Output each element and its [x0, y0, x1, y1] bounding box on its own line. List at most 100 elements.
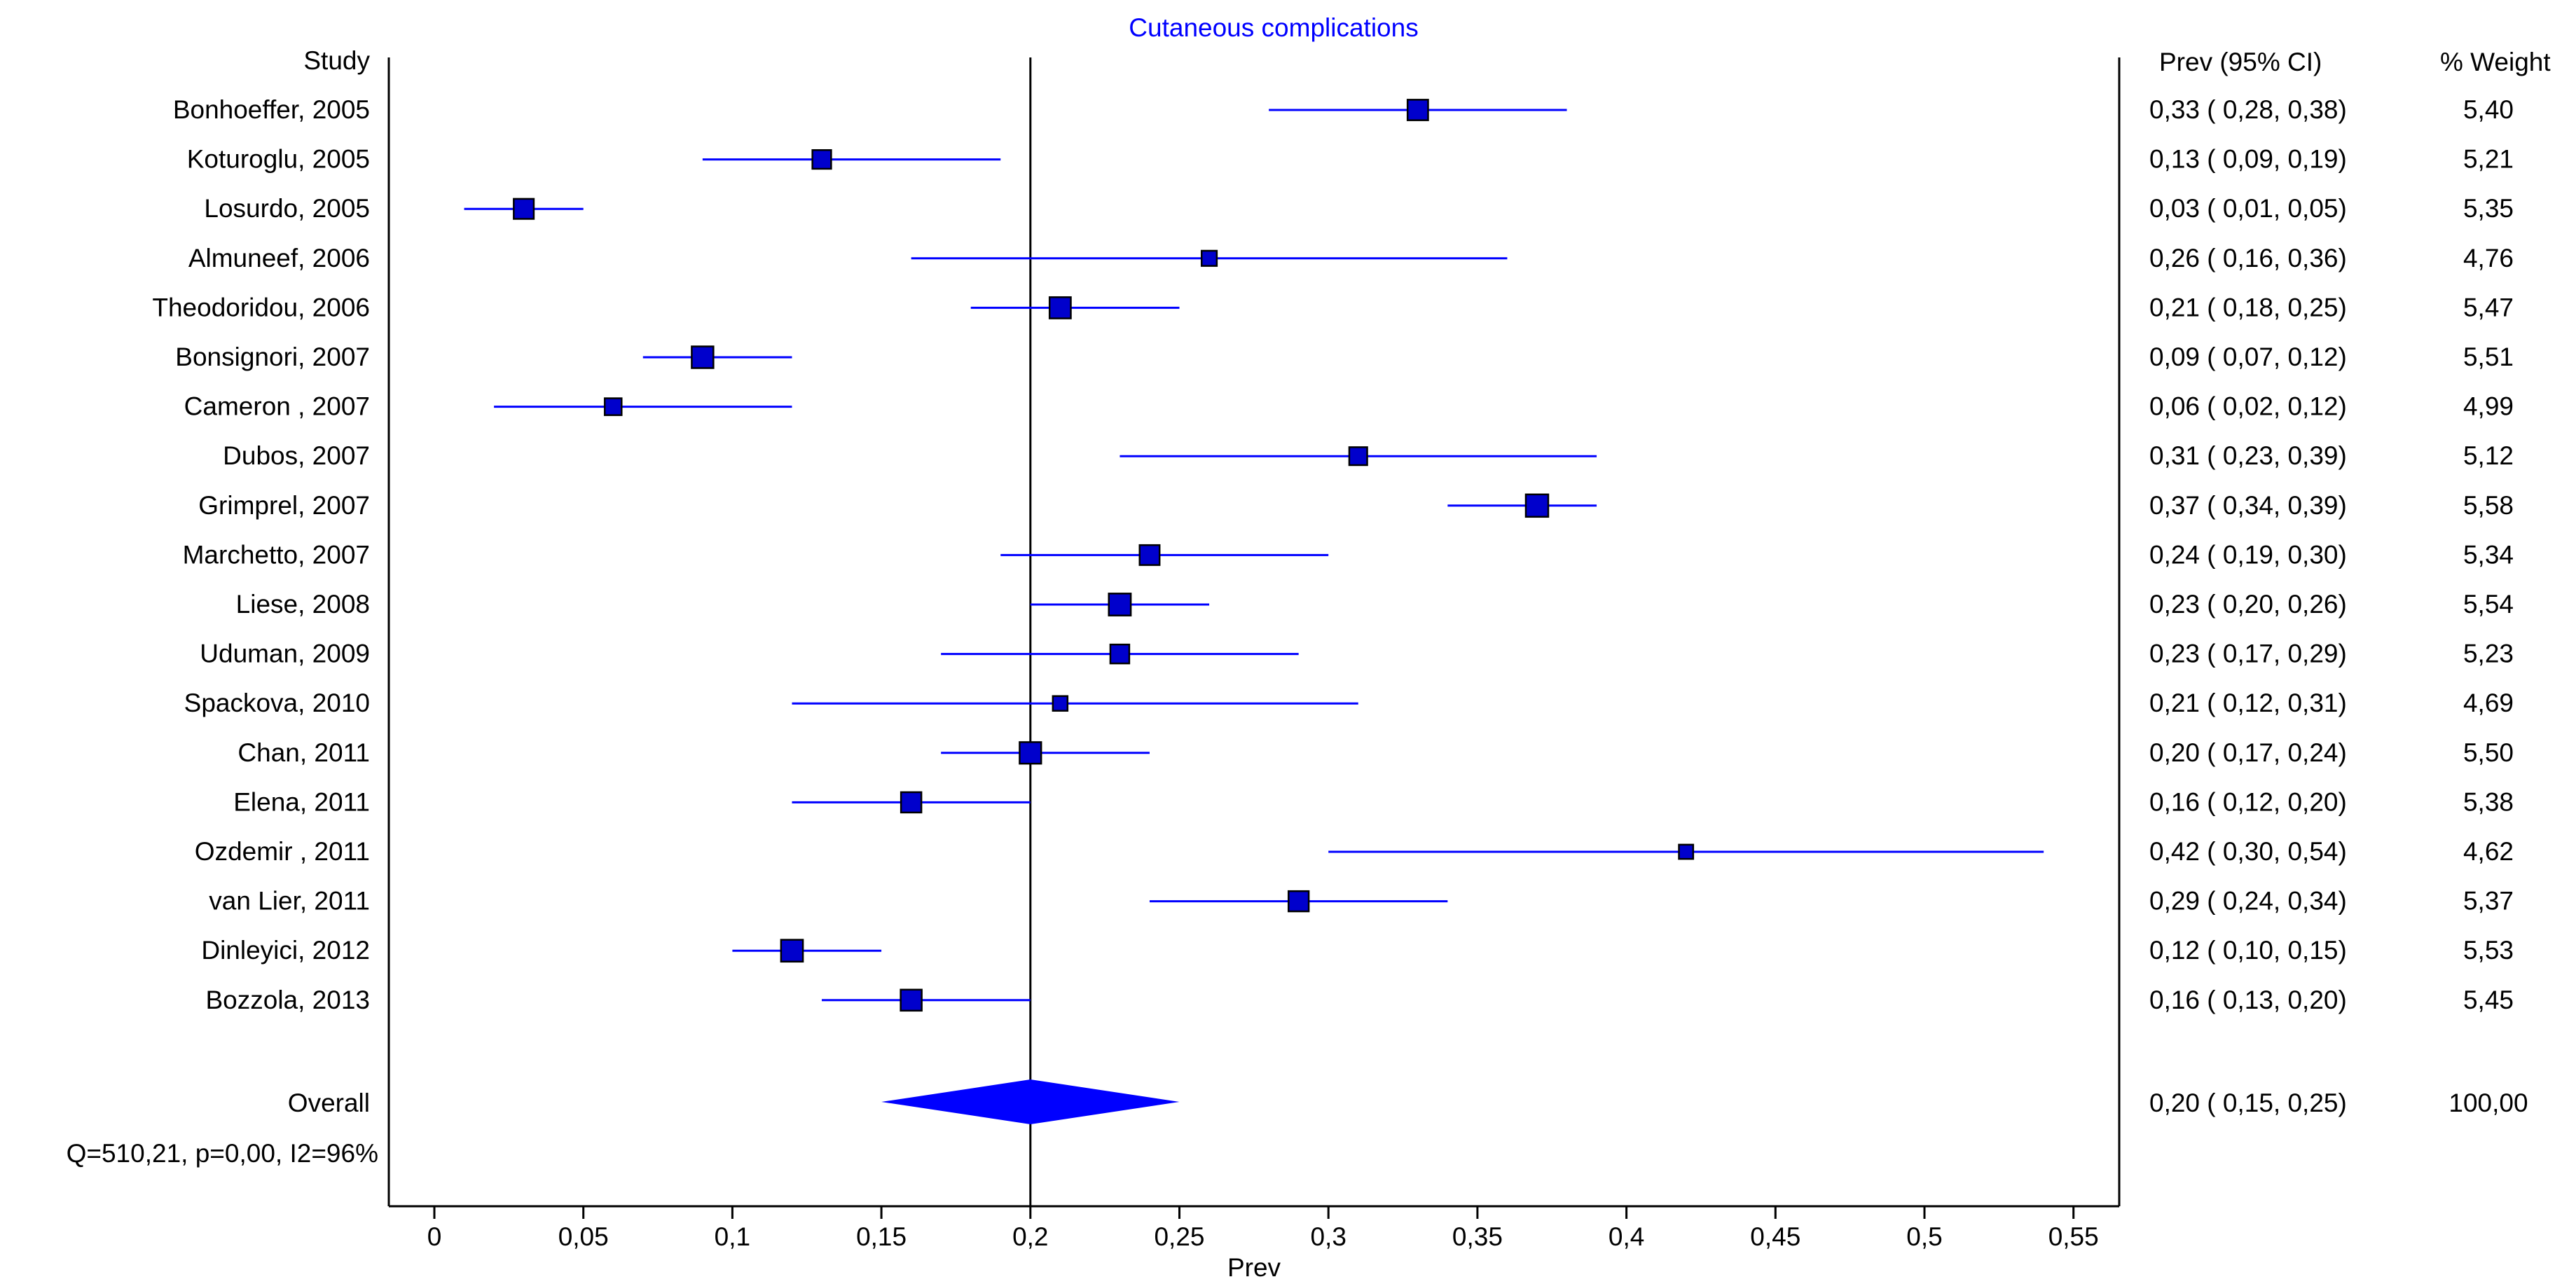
study-weight: 5,40: [2463, 95, 2514, 124]
study-label: van Lier, 2011: [209, 887, 370, 916]
study-weight: 5,50: [2463, 738, 2514, 767]
study-row: Bonsignori, 2007 0,09 ( 0,07, 0,12) 5,51: [175, 343, 2514, 371]
x-tick-label: 0,05: [558, 1222, 609, 1251]
study-weight: 4,69: [2463, 689, 2514, 717]
study-row: Chan, 2011 0,20 ( 0,17, 0,24) 5,50: [237, 738, 2514, 767]
study-label: Bonsignori, 2007: [175, 343, 370, 371]
study-label: Dubos, 2007: [223, 441, 370, 470]
study-label: Theodoridou, 2006: [152, 293, 370, 322]
x-tick-label: 0,5: [1906, 1222, 1942, 1251]
x-tick-label: 0: [427, 1222, 442, 1251]
study-row: Bonhoeffer, 2005 0,33 ( 0,28, 0,38) 5,40: [173, 95, 2514, 124]
study-weight: 5,54: [2463, 590, 2514, 619]
point-estimate-marker: [1287, 890, 1310, 913]
study-row: Cameron , 2007 0,06 ( 0,02, 0,12) 4,99: [184, 392, 2514, 421]
study-row: Dubos, 2007 0,31 ( 0,23, 0,39) 5,12: [223, 441, 2514, 470]
study-weight: 5,47: [2463, 293, 2514, 322]
overall-weight: 100,00: [2448, 1089, 2528, 1117]
study-weight: 5,58: [2463, 491, 2514, 520]
study-label: Bozzola, 2013: [205, 986, 370, 1014]
study-prev-ci: 0,23 ( 0,20, 0,26): [2149, 590, 2347, 619]
study-label: Marchetto, 2007: [183, 540, 370, 569]
point-estimate-marker: [1138, 544, 1161, 566]
study-prev-ci: 0,21 ( 0,18, 0,25): [2149, 293, 2347, 322]
study-label: Elena, 2011: [233, 787, 370, 816]
x-tick-label: 0,15: [856, 1222, 907, 1251]
study-row: Liese, 2008 0,23 ( 0,20, 0,26) 5,54: [236, 590, 2514, 619]
study-rows: Bonhoeffer, 2005 0,33 ( 0,28, 0,38) 5,40 Ko…: [152, 95, 2514, 1014]
overall-diamond: [881, 1079, 1180, 1124]
study-row: Losurdo, 2005 0,03 ( 0,01, 0,05) 5,35: [204, 194, 2514, 223]
study-weight: 5,45: [2463, 986, 2514, 1014]
x-tick-label: 0,1: [715, 1222, 750, 1251]
x-tick-label: 0,55: [2048, 1222, 2099, 1251]
study-label: Chan, 2011: [237, 738, 370, 767]
study-weight: 5,21: [2463, 145, 2514, 174]
point-estimate-marker: [1019, 741, 1042, 765]
study-prev-ci: 0,24 ( 0,19, 0,30): [2149, 540, 2347, 569]
x-tick-label: 0,2: [1012, 1222, 1048, 1251]
study-label: Bonhoeffer, 2005: [173, 95, 370, 124]
study-weight: 5,53: [2463, 936, 2514, 965]
weight-column-header: % Weight: [2440, 48, 2551, 76]
study-row: Elena, 2011 0,16 ( 0,12, 0,20) 5,38: [233, 787, 2514, 816]
x-tick-label: 0,35: [1452, 1222, 1503, 1251]
study-row: Bozzola, 2013 0,16 ( 0,13, 0,20) 5,45: [205, 986, 2514, 1014]
study-label: Cameron , 2007: [184, 392, 370, 421]
point-estimate-marker: [1109, 643, 1131, 665]
study-prev-ci: 0,26 ( 0,16, 0,36): [2149, 244, 2347, 272]
point-estimate-marker: [1200, 249, 1218, 267]
study-weight: 5,38: [2463, 787, 2514, 816]
x-tick-label: 0,4: [1609, 1222, 1644, 1251]
overall-prev-ci: 0,20 ( 0,15, 0,25): [2149, 1089, 2347, 1117]
prev-ci-column-header: Prev (95% CI): [2159, 48, 2322, 76]
study-weight: 5,51: [2463, 343, 2514, 371]
x-axis-label: Prev: [1227, 1253, 1281, 1282]
study-prev-ci: 0,13 ( 0,09, 0,19): [2149, 145, 2347, 174]
study-prev-ci: 0,21 ( 0,12, 0,31): [2149, 689, 2347, 717]
study-prev-ci: 0,23 ( 0,17, 0,29): [2149, 640, 2347, 668]
study-prev-ci: 0,31 ( 0,23, 0,39): [2149, 441, 2347, 470]
plot-frame: [387, 57, 2121, 1208]
point-estimate-marker: [1048, 296, 1072, 319]
point-estimate-marker: [1524, 493, 1550, 518]
point-estimate-marker: [900, 988, 923, 1012]
x-axis-ticks: 0 0,05 0,1 0,15 0,2 0,25 0,3 0,35 0,4 0,45 0,5 0,55: [427, 1206, 2099, 1251]
overall-label: Overall: [288, 1089, 370, 1117]
x-tick-label: 0,45: [1750, 1222, 1800, 1251]
study-prev-ci: 0,37 ( 0,34, 0,39): [2149, 491, 2347, 520]
study-label: Uduman, 2009: [200, 640, 370, 668]
study-row: Grimprel, 2007 0,37 ( 0,34, 0,39) 5,58: [198, 491, 2514, 520]
study-row: van Lier, 2011 0,29 ( 0,24, 0,34) 5,37: [209, 887, 2514, 916]
study-label: Almuneef, 2006: [188, 244, 370, 272]
study-weight: 5,37: [2463, 887, 2514, 916]
point-estimate-marker: [900, 791, 923, 814]
study-label: Liese, 2008: [236, 590, 370, 619]
point-estimate-marker: [1406, 99, 1429, 121]
point-estimate-marker: [691, 345, 715, 369]
study-row: Theodoridou, 2006 0,21 ( 0,18, 0,25) 5,47: [152, 293, 2514, 322]
study-prev-ci: 0,09 ( 0,07, 0,12): [2149, 343, 2347, 371]
study-row: Ozdemir , 2011 0,42 ( 0,30, 0,54) 4,62: [195, 837, 2514, 866]
study-row: Koturoglu, 2005 0,13 ( 0,09, 0,19) 5,21: [187, 145, 2514, 174]
study-column-header: Study: [303, 46, 370, 75]
point-estimate-marker: [513, 198, 535, 220]
study-prev-ci: 0,06 ( 0,02, 0,12): [2149, 392, 2347, 421]
study-weight: 4,99: [2463, 392, 2514, 421]
point-estimate-marker: [811, 149, 832, 170]
study-weight: 4,76: [2463, 244, 2514, 272]
study-label: Dinleyici, 2012: [201, 936, 370, 965]
study-weight: 5,12: [2463, 441, 2514, 470]
study-label: Spackova, 2010: [184, 689, 370, 717]
overall-row: Overall 0,20 ( 0,15, 0,25) 100,00: [288, 1079, 2528, 1124]
study-weight: 4,62: [2463, 837, 2514, 866]
x-tick-label: 0,25: [1154, 1222, 1204, 1251]
point-estimate-marker: [1678, 843, 1695, 860]
chart-title: Cutaneous complications: [1129, 13, 1418, 42]
study-prev-ci: 0,33 ( 0,28, 0,38): [2149, 95, 2347, 124]
point-estimate-marker: [1052, 695, 1069, 712]
study-label: Grimprel, 2007: [198, 491, 370, 520]
point-estimate-marker: [1348, 446, 1368, 467]
study-prev-ci: 0,16 ( 0,13, 0,20): [2149, 986, 2347, 1014]
